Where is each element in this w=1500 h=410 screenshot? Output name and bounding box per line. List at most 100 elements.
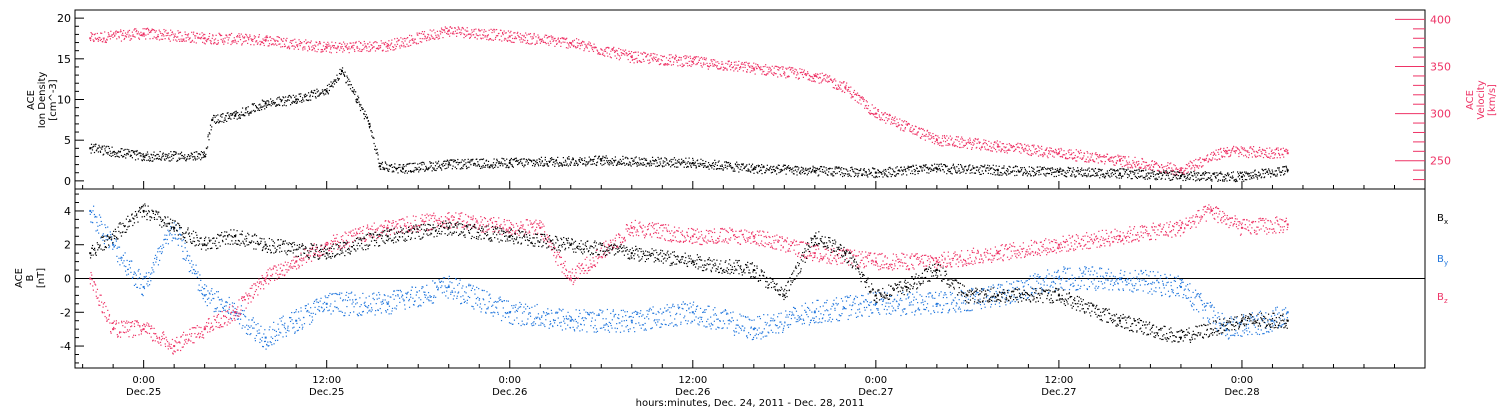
scatter-dot bbox=[805, 167, 807, 169]
scatter-dot bbox=[770, 165, 772, 168]
scatter-dot bbox=[856, 168, 859, 171]
scatter-dot bbox=[476, 158, 478, 160]
scatter-dot bbox=[492, 29, 494, 31]
scatter-dot bbox=[797, 169, 799, 171]
scatter-dot bbox=[1045, 149, 1047, 151]
scatter-dot bbox=[268, 45, 270, 47]
data-point bbox=[203, 155, 206, 158]
scatter-dot bbox=[1155, 162, 1157, 165]
scatter-dot bbox=[304, 96, 306, 98]
scatter-dot bbox=[791, 171, 793, 173]
scatter-dot bbox=[91, 33, 93, 35]
scatter-dot bbox=[154, 257, 156, 260]
scatter-dot bbox=[936, 141, 938, 143]
scatter-dot bbox=[1197, 165, 1199, 167]
scatter-dot bbox=[146, 151, 149, 153]
scatter-dot bbox=[90, 152, 92, 154]
scatter-dot bbox=[91, 35, 93, 37]
scatter-dot bbox=[260, 105, 262, 107]
scatter-dot bbox=[267, 103, 270, 105]
scatter-dot bbox=[1168, 167, 1171, 169]
scatter-dot bbox=[592, 159, 594, 161]
scatter-dot bbox=[858, 95, 861, 97]
scatter-dot bbox=[248, 39, 250, 41]
scatter-dot bbox=[1082, 157, 1084, 159]
scatter-dot bbox=[1274, 174, 1276, 176]
scatter-dot bbox=[1270, 176, 1272, 178]
scatter-dot bbox=[959, 164, 962, 166]
scatter-dot bbox=[332, 81, 335, 83]
scatter-dot bbox=[931, 136, 933, 138]
scatter-dot bbox=[245, 107, 247, 109]
scatter-dot bbox=[497, 166, 499, 168]
scatter-dot bbox=[786, 166, 789, 168]
scatter-dot bbox=[135, 283, 137, 285]
scatter-dot bbox=[1285, 166, 1288, 168]
scatter-dot bbox=[1167, 167, 1170, 169]
scatter-dot bbox=[746, 71, 748, 73]
top-left-tick-label: 20 bbox=[57, 12, 71, 25]
scatter-dot bbox=[409, 170, 412, 172]
scatter-dot bbox=[1190, 172, 1192, 174]
scatter-dot bbox=[527, 163, 529, 165]
scatter-dot bbox=[883, 169, 885, 171]
scatter-dot bbox=[1094, 161, 1096, 163]
scatter-dot bbox=[488, 29, 490, 31]
scatter-dot bbox=[506, 40, 509, 42]
scatter-dot bbox=[636, 61, 638, 64]
scatter-dot bbox=[363, 40, 365, 43]
scatter-dot bbox=[938, 165, 940, 167]
scatter-dot bbox=[545, 163, 547, 165]
scatter-dot bbox=[944, 137, 946, 140]
scatter-dot bbox=[809, 79, 811, 81]
scatter-dot bbox=[678, 59, 680, 61]
scatter-dot bbox=[518, 36, 520, 38]
scatter-dot bbox=[310, 40, 312, 42]
scatter-dot bbox=[1050, 167, 1052, 169]
scatter-dot bbox=[621, 163, 623, 166]
scatter-dot bbox=[815, 172, 817, 174]
scatter-dot bbox=[831, 173, 834, 175]
scatter-dot bbox=[1022, 148, 1024, 150]
scatter-dot bbox=[1203, 160, 1205, 162]
scatter-dot bbox=[1099, 154, 1101, 156]
scatter-dot bbox=[764, 65, 766, 68]
scatter-dot bbox=[445, 32, 448, 35]
scatter-dot bbox=[616, 57, 618, 59]
scatter-dot bbox=[1064, 171, 1066, 173]
scatter-dot bbox=[447, 166, 449, 168]
scatter-dot bbox=[1180, 177, 1182, 179]
scatter-dot bbox=[1073, 174, 1075, 176]
scatter-dot bbox=[1272, 152, 1274, 154]
scatter-dot bbox=[847, 88, 849, 91]
scatter-dot bbox=[559, 41, 561, 43]
scatter-dot bbox=[1127, 166, 1129, 168]
scatter-dot bbox=[1046, 155, 1048, 157]
scatter-dot bbox=[132, 35, 134, 37]
scatter-dot bbox=[641, 164, 643, 166]
scatter-dot bbox=[544, 159, 546, 161]
scatter-dot bbox=[541, 160, 543, 162]
scatter-dot bbox=[557, 37, 559, 39]
scatter-dot bbox=[288, 95, 290, 97]
scatter-dot bbox=[1243, 155, 1245, 157]
scatter-dot bbox=[202, 156, 204, 159]
scatter-dot bbox=[1190, 171, 1192, 173]
scatter-dot bbox=[1077, 150, 1079, 152]
scatter-dot bbox=[496, 159, 498, 162]
scatter-dot bbox=[627, 164, 629, 166]
scatter-dot bbox=[141, 160, 144, 162]
scatter-dot bbox=[194, 156, 196, 158]
scatter-dot bbox=[1091, 174, 1093, 176]
scatter-dot bbox=[404, 40, 406, 42]
scatter-dot bbox=[1116, 177, 1118, 179]
scatter-dot bbox=[818, 168, 820, 171]
scatter-dot bbox=[123, 29, 125, 32]
scatter-dot bbox=[1239, 172, 1242, 174]
scatter-dot bbox=[676, 160, 679, 162]
scatter-dot bbox=[648, 165, 651, 167]
scatter-dot bbox=[203, 42, 205, 44]
scatter-dot bbox=[755, 165, 758, 167]
